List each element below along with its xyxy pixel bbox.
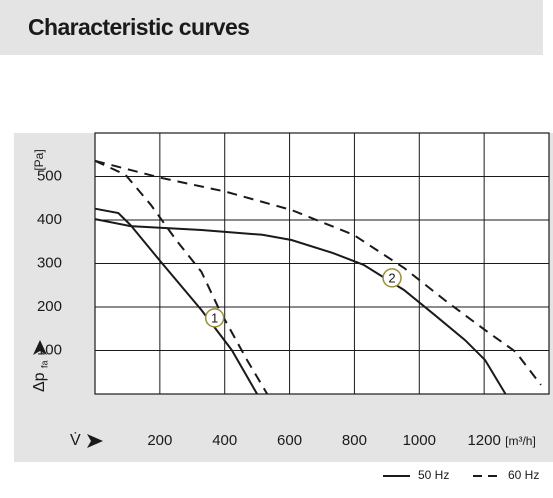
x-tick-label: 400 [212, 432, 237, 449]
axis-arrow [33, 340, 47, 355]
y-label-sub: fa [39, 360, 49, 368]
curve [94, 159, 269, 395]
curve-label: 1 [211, 310, 218, 325]
x-tick-label: 200 [147, 432, 172, 449]
curve [94, 218, 507, 395]
curve [94, 159, 542, 386]
y-label: Δp [31, 372, 48, 392]
axis-arrow [87, 434, 103, 448]
curve-marker [204, 308, 225, 328]
x-label: V̇ [70, 431, 81, 449]
y-tick-label: 500 [37, 167, 62, 184]
y-tick-label: 300 [37, 254, 62, 271]
curve-label: 2 [388, 270, 395, 285]
x-tick-label: 800 [342, 432, 367, 449]
curve-marker [382, 268, 402, 288]
legend-label: 50 Hz [418, 468, 449, 482]
x-tick-label: 1000 [403, 432, 436, 449]
x-unit: [m³/h] [505, 434, 536, 448]
y-tick-label: 400 [37, 211, 62, 228]
y-axis-title: Δp fa [31, 340, 49, 392]
x-tick-label: 600 [277, 432, 302, 449]
y-tick-label: 100 [37, 341, 62, 358]
y-unit: [Pa] [32, 149, 46, 170]
header-band [0, 0, 543, 55]
curve [94, 207, 258, 395]
legend-label: 60 Hz [508, 468, 539, 482]
y-tick-label: 200 [37, 298, 62, 315]
x-tick-label: 1200 [467, 432, 500, 449]
page-title: Characteristic curves [28, 14, 249, 40]
